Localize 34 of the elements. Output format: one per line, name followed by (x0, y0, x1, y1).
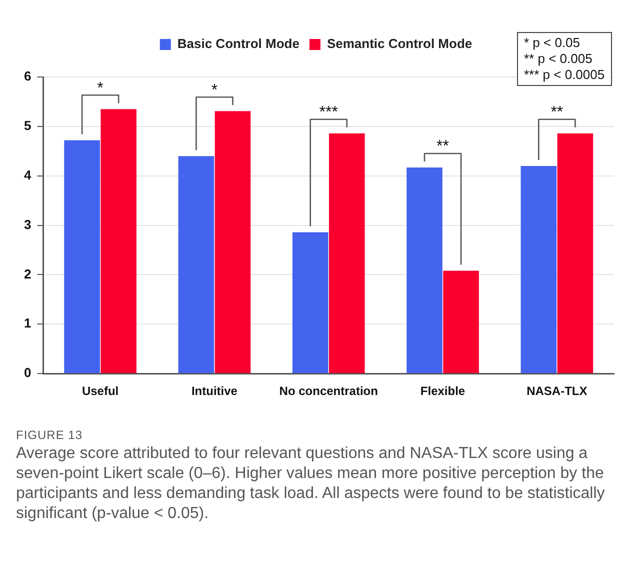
bar (520, 166, 557, 374)
bar (292, 232, 328, 374)
y-tick-label: 3 (24, 216, 32, 232)
y-tick-label: 4 (24, 167, 32, 182)
y-tick-label: 5 (24, 118, 32, 134)
y-tick-label: 0 (24, 365, 32, 380)
text: * p < 0.05 (524, 35, 582, 51)
x-tick-label: Intuitive (191, 384, 238, 398)
legend-label: Semantic Control Mode (326, 36, 472, 52)
text: ** p < 0.005 (524, 51, 594, 67)
bar (64, 140, 100, 374)
x-tick-label: Flexible (420, 384, 466, 398)
annotation: *** (319, 104, 338, 122)
x-tick-label: No concentration (279, 384, 378, 398)
y-tick-label: 6 (24, 68, 32, 84)
annotation: ** (436, 138, 449, 156)
bar (406, 167, 442, 374)
y-tick-label: 1 (24, 316, 32, 331)
bar (214, 111, 251, 374)
annotation: * (97, 80, 104, 98)
x-tick-label: Useful (82, 384, 119, 398)
legend-label: Basic Control Mode (177, 36, 300, 52)
text: Average score attributed to four relevant questions and NASA-TLX score using a seven-point Likert scale (0–6). Higher values mean more positive perception by the participants and less demanding task load. All aspects were found to be statistically significant (p-value < 0.05). (16, 444, 606, 524)
bar (178, 156, 214, 374)
bar (557, 133, 594, 374)
annotation: ** (550, 104, 564, 122)
bar (443, 270, 479, 374)
bar (328, 133, 365, 374)
x-tick-label: NASA-TLX (526, 384, 588, 398)
caption: FIGURE 13 (16, 428, 84, 442)
annotation: *** p < 0.0005 (524, 67, 605, 83)
bar (100, 109, 136, 374)
y-tick-label: 2 (24, 266, 32, 282)
annotation: * (211, 82, 218, 100)
